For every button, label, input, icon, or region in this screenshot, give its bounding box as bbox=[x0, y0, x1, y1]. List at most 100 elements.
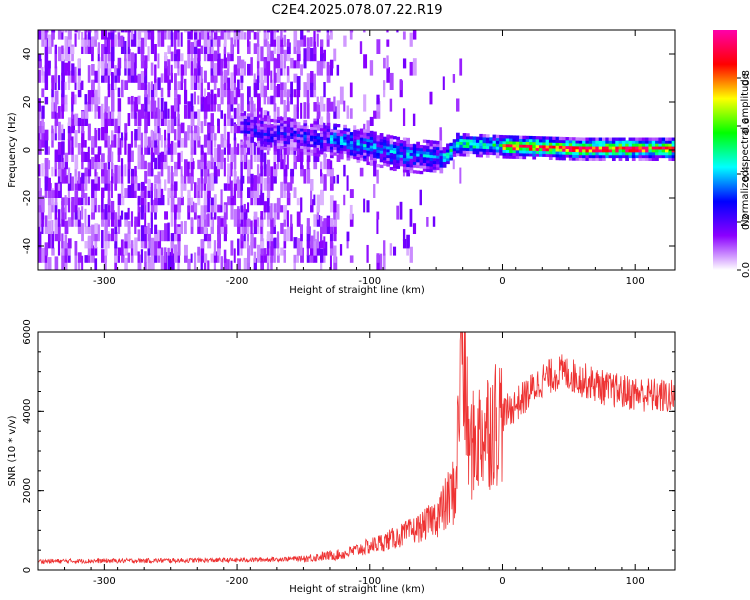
spectrogram-cell bbox=[233, 107, 237, 119]
spectrogram-cell bbox=[349, 82, 353, 98]
spectrogram-cell bbox=[489, 140, 493, 144]
spectrogram-cell bbox=[635, 149, 639, 153]
spectrogram-cell bbox=[555, 145, 560, 149]
spectrogram-cell bbox=[333, 48, 337, 62]
spectrogram-cell bbox=[419, 144, 424, 149]
spectrogram-cell bbox=[164, 30, 167, 40]
spectrogram-cell bbox=[366, 147, 371, 151]
spectrogram-cell bbox=[575, 148, 580, 153]
spectrogram-cell bbox=[197, 65, 201, 76]
spectrogram-cell bbox=[290, 124, 294, 128]
spectrogram-cell bbox=[356, 147, 361, 152]
spectrogram-cell bbox=[396, 205, 400, 220]
spectrogram-cell bbox=[333, 200, 337, 213]
spectrogram-cell bbox=[101, 209, 105, 220]
spectrogram-cell bbox=[499, 146, 503, 150]
spectrogram-cell bbox=[107, 211, 111, 220]
spectrogram-cell bbox=[160, 134, 163, 148]
spectrogram-cell bbox=[150, 240, 155, 249]
spectrogram-cell bbox=[422, 148, 427, 152]
spectrogram-cell bbox=[349, 189, 354, 198]
spectrogram-cell bbox=[137, 195, 141, 206]
spectrogram-cell bbox=[110, 210, 115, 220]
spectrogram-cell bbox=[57, 46, 62, 62]
spectrogram-cell bbox=[519, 138, 523, 142]
spectrogram-cell bbox=[107, 188, 111, 206]
spectrogram-cell bbox=[237, 223, 241, 234]
spectrogram-cell bbox=[369, 142, 374, 146]
colorbar-tick-label: 0.4 bbox=[741, 166, 750, 182]
spectrogram-cell bbox=[611, 146, 616, 150]
spectrogram-cell bbox=[323, 154, 328, 158]
spectrogram-cell bbox=[233, 147, 238, 155]
spectrogram-cell bbox=[217, 216, 222, 234]
spectrogram-cell bbox=[183, 244, 188, 256]
spectrogram-cell bbox=[313, 144, 318, 148]
spectrogram-cell bbox=[665, 140, 669, 144]
spectrogram-cell bbox=[320, 145, 324, 149]
spectrogram-cell bbox=[260, 140, 265, 145]
spectrogram-cell bbox=[77, 221, 82, 234]
spectrogram-cell bbox=[306, 134, 311, 139]
spectrogram-cell bbox=[396, 162, 401, 167]
spectrogram-cell bbox=[542, 142, 547, 146]
spectrogram-cell bbox=[240, 62, 244, 76]
spectrogram-cell bbox=[300, 136, 304, 141]
spectrogram-cell bbox=[167, 252, 172, 270]
spectrogram-cell bbox=[578, 146, 583, 150]
spectrogram-cell bbox=[273, 164, 278, 177]
spectrogram-cell bbox=[130, 168, 135, 177]
spectrogram-cell bbox=[263, 152, 267, 170]
spectrogram-cell bbox=[376, 155, 381, 159]
spectrogram-cell bbox=[402, 157, 407, 161]
spectrogram-cell bbox=[323, 174, 327, 191]
spectrogram-cell bbox=[230, 30, 234, 33]
spectrogram-cell bbox=[94, 258, 98, 270]
spectrogram-cell bbox=[270, 133, 274, 137]
spectrogram-cell bbox=[320, 116, 324, 126]
spectrogram-cell bbox=[615, 146, 619, 150]
spectrogram-cell bbox=[223, 69, 228, 83]
spectrogram-cell bbox=[183, 78, 187, 90]
spectrogram-cell bbox=[286, 50, 291, 62]
spectrogram-cell bbox=[286, 150, 289, 170]
spectrogram-cell bbox=[296, 107, 299, 119]
spectrogram-cell bbox=[61, 197, 66, 206]
spectrogram-cell bbox=[339, 141, 344, 145]
spectrogram-cell bbox=[144, 132, 147, 148]
spectrogram-cell bbox=[134, 129, 139, 141]
spectrogram-cell bbox=[389, 158, 394, 162]
spectrogram-cell bbox=[293, 30, 298, 47]
spectrogram-cell bbox=[91, 43, 94, 54]
spectrogram-cell bbox=[303, 82, 307, 98]
spectrogram-cell bbox=[174, 58, 178, 69]
spectrogram-cell bbox=[51, 204, 54, 213]
spectrogram-cell bbox=[320, 142, 324, 146]
spectrogram-cell bbox=[310, 152, 314, 156]
spectrogram-cell bbox=[114, 212, 118, 227]
spectrogram-cell bbox=[522, 135, 527, 140]
spectrogram-cell bbox=[479, 142, 483, 146]
spectrogram-cell bbox=[509, 138, 513, 142]
spectrogram-cell bbox=[366, 144, 371, 148]
spectrogram-cell bbox=[270, 70, 273, 83]
spectrogram-cell bbox=[154, 64, 157, 83]
spectrogram-cell bbox=[81, 189, 85, 198]
spectrogram-cell bbox=[651, 154, 656, 159]
spectrogram-cell bbox=[386, 160, 391, 164]
spectrogram-cell bbox=[313, 138, 318, 142]
spectrogram-cell bbox=[54, 50, 57, 62]
spectrogram-cell bbox=[568, 154, 573, 158]
spectrogram-cell bbox=[270, 136, 274, 140]
spectrogram-cell bbox=[101, 230, 104, 249]
spectrogram-cell bbox=[237, 238, 240, 256]
spectrogram-cell bbox=[495, 137, 500, 141]
spectrogram-cell bbox=[137, 30, 142, 40]
spectrogram-cell bbox=[329, 140, 334, 144]
spectrogram-cell bbox=[61, 128, 65, 141]
spectrogram-cell bbox=[177, 49, 181, 62]
y-tick-label: -40 bbox=[22, 238, 33, 254]
spectrogram-cell bbox=[276, 145, 281, 149]
x-tick-label: 0 bbox=[499, 576, 505, 587]
spectrogram-cell bbox=[329, 128, 334, 133]
